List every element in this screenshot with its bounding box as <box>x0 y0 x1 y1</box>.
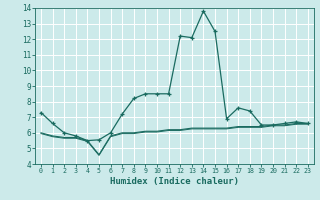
X-axis label: Humidex (Indice chaleur): Humidex (Indice chaleur) <box>110 177 239 186</box>
